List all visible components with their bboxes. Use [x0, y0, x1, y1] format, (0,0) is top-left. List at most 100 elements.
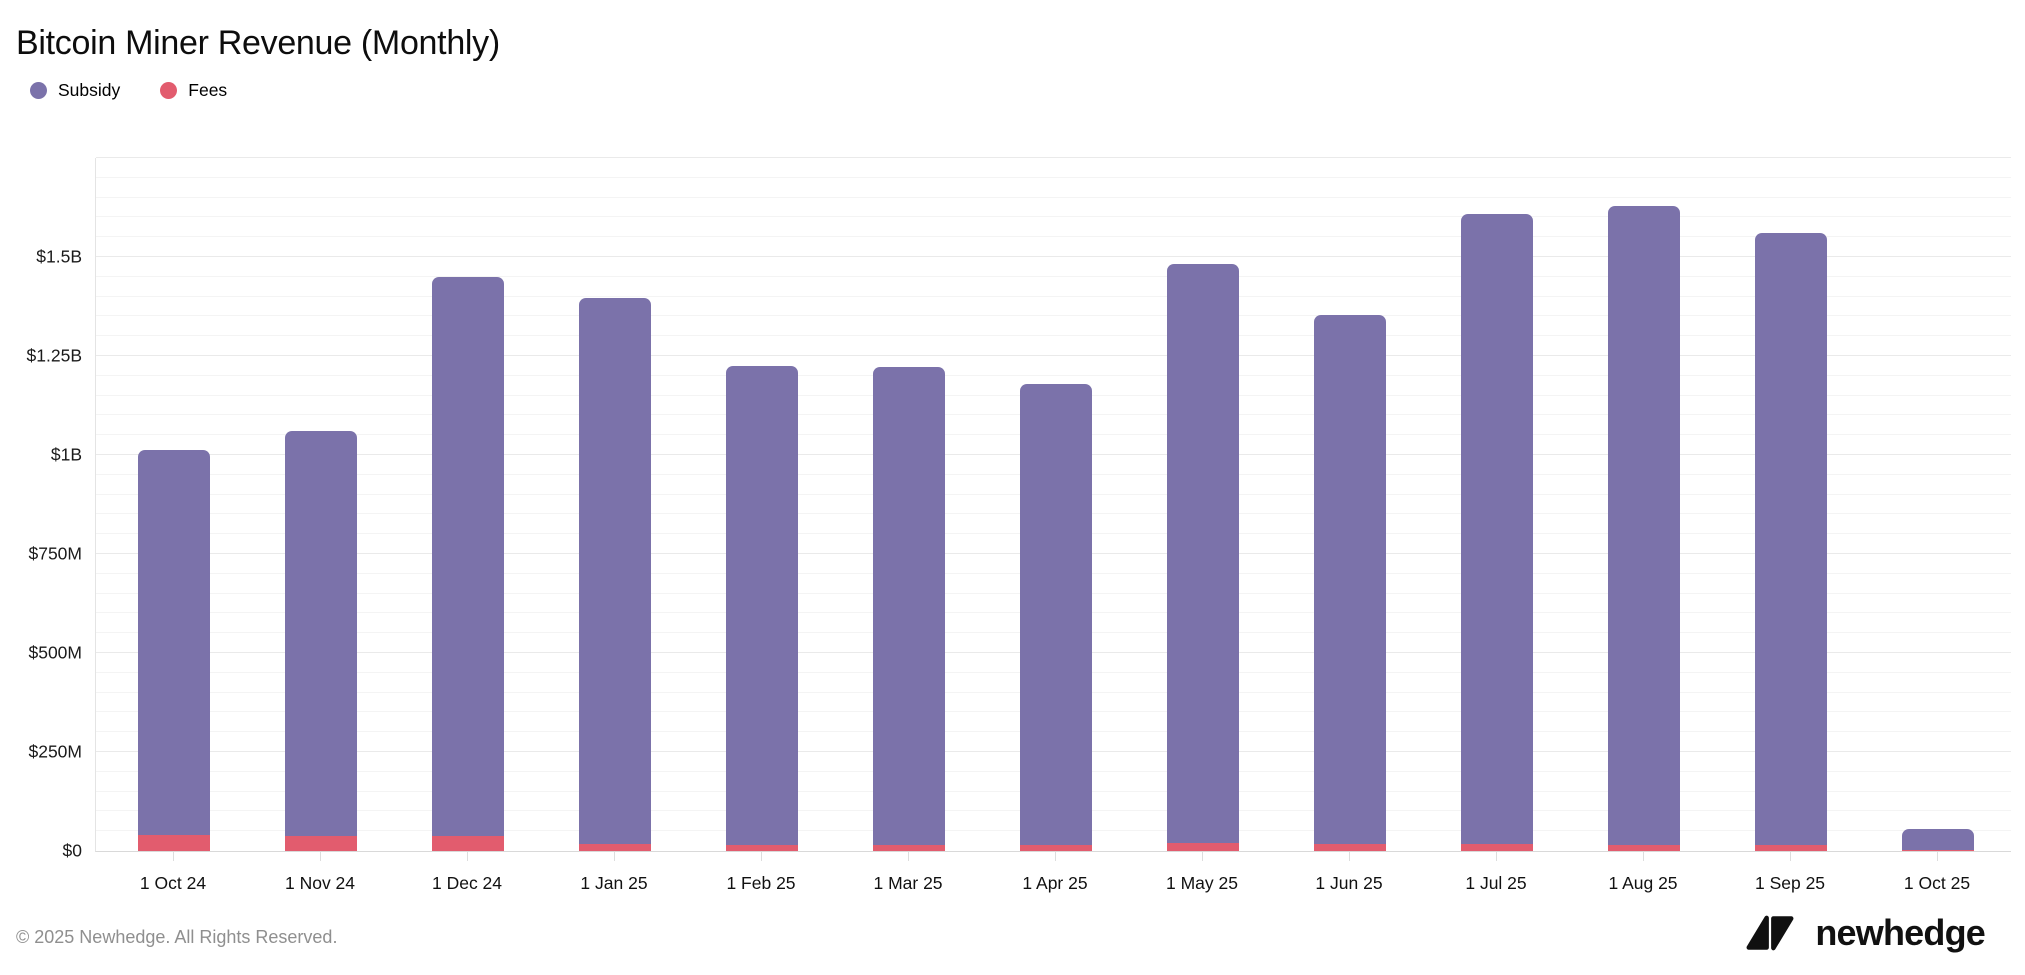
bar-1-oct-24[interactable]: [138, 450, 210, 851]
bar-1-jul-25[interactable]: [1461, 214, 1533, 851]
minor-gridline: [96, 335, 2011, 337]
x-tick-mark: [1055, 852, 1056, 861]
x-tick-label: 1 Mar 25: [873, 873, 943, 893]
bar-1-sep-25[interactable]: [1755, 232, 1827, 851]
minor-gridline: [96, 176, 2011, 178]
bar-1-nov-24[interactable]: [285, 430, 357, 851]
minor-gridline: [96, 236, 2011, 238]
subsidy-segment: [138, 450, 210, 836]
x-tick-label: 1 Nov 24: [284, 873, 356, 893]
x-axis: 1 Oct 24 1 Nov 24 1 Dec 24 1 Jan 25 1 Feb 25…: [95, 851, 2010, 911]
newhedge-logo-icon: [1746, 915, 1794, 951]
fees-segment: [1755, 845, 1827, 851]
bar-1-apr-25[interactable]: [1020, 384, 1092, 851]
x-tick-label: 1 Oct 25: [1903, 873, 1971, 893]
page-title: Bitcoin Miner Revenue (Monthly): [16, 24, 500, 62]
x-tick-mark: [1349, 852, 1350, 861]
y-tick-label: $1.25B: [26, 345, 82, 366]
y-tick-label: $750M: [28, 543, 82, 564]
chart-legend: Subsidy Fees: [30, 80, 227, 101]
bar-1-dec-24[interactable]: [432, 277, 504, 851]
legend-dot-fees: [160, 82, 178, 99]
fees-segment: [1608, 845, 1680, 851]
y-tick-label: $1B: [50, 444, 82, 465]
fees-segment: [873, 845, 945, 851]
x-tick-mark: [761, 852, 762, 861]
fees-segment: [1461, 844, 1533, 851]
subsidy-segment: [1020, 384, 1092, 846]
newhedge-logo-text: newhedge: [1815, 912, 1985, 953]
x-tick-mark: [1202, 852, 1203, 861]
x-tick-label: 1 Jul 25: [1465, 873, 1527, 893]
copyright-text: © 2025 Newhedge. All Rights Reserved.: [16, 927, 338, 947]
fees-segment: [579, 843, 651, 851]
x-tick-mark: [1937, 852, 1938, 861]
fees-segment: [726, 845, 798, 851]
major-gridline: [96, 355, 2011, 356]
subsidy-segment: [873, 367, 945, 846]
bar-1-jun-25[interactable]: [1314, 314, 1386, 851]
subsidy-segment: [1608, 205, 1680, 846]
fees-segment: [1314, 844, 1386, 851]
x-tick-label: 1 Feb 25: [726, 873, 796, 893]
fees-segment: [1020, 845, 1092, 851]
bar-1-aug-25[interactable]: [1608, 205, 1680, 851]
bar-1-may-25[interactable]: [1167, 264, 1239, 851]
plot-area: [95, 157, 2011, 852]
x-tick-label: 1 May 25: [1166, 873, 1238, 893]
subsidy-segment: [285, 430, 357, 836]
minor-gridline: [96, 315, 2011, 317]
subsidy-segment: [726, 365, 798, 846]
fees-segment: [1902, 850, 1974, 851]
bar-1-oct-25[interactable]: [1902, 828, 1974, 851]
x-tick-label: 1 Aug 25: [1608, 873, 1678, 893]
major-gridline: [96, 157, 2011, 158]
subsidy-segment: [1902, 828, 1974, 851]
minor-gridline: [96, 295, 2011, 297]
subsidy-segment: [1167, 264, 1239, 844]
newhedge-logo[interactable]: newhedge: [1739, 912, 1986, 954]
fees-segment: [138, 835, 210, 851]
y-tick-label: $0: [62, 840, 82, 861]
legend-label: Subsidy: [58, 80, 121, 100]
minor-gridline: [96, 216, 2011, 218]
x-tick-mark: [908, 852, 909, 861]
legend-label: Fees: [188, 80, 228, 100]
x-tick-label: 1 Dec 24: [431, 873, 503, 893]
bar-1-mar-25[interactable]: [873, 367, 945, 851]
legend-item-fees[interactable]: Fees: [160, 80, 227, 101]
legend-item-subsidy[interactable]: Subsidy: [30, 80, 120, 101]
x-tick-label: 1 Oct 24: [139, 873, 207, 893]
y-tick-label: $500M: [28, 642, 82, 663]
legend-dot-subsidy: [30, 82, 47, 99]
x-tick-mark: [320, 852, 321, 861]
subsidy-segment: [1314, 314, 1386, 845]
x-tick-label: 1 Jan 25: [580, 873, 648, 893]
x-tick-label: 1 Jun 25: [1315, 873, 1383, 893]
subsidy-segment: [1755, 232, 1827, 846]
fees-segment: [432, 835, 504, 851]
x-tick-mark: [1790, 852, 1791, 861]
x-tick-label: 1 Apr 25: [1022, 873, 1088, 893]
bar-1-jan-25[interactable]: [579, 298, 651, 851]
subsidy-segment: [432, 277, 504, 836]
subsidy-segment: [579, 298, 651, 844]
x-tick-mark: [614, 852, 615, 861]
x-tick-mark: [173, 852, 174, 861]
y-tick-label: $250M: [28, 741, 82, 762]
x-tick-mark: [1496, 852, 1497, 861]
x-tick-mark: [1643, 852, 1644, 861]
minor-gridline: [96, 196, 2011, 198]
major-gridline: [96, 256, 2011, 257]
y-tick-label: $1.5B: [36, 246, 82, 267]
minor-gridline: [96, 374, 2011, 376]
bar-1-feb-25[interactable]: [726, 365, 798, 851]
x-tick-label: 1 Sep 25: [1754, 873, 1826, 893]
fees-segment: [1167, 843, 1239, 851]
minor-gridline: [96, 275, 2011, 277]
x-tick-mark: [467, 852, 468, 861]
y-axis: $0 $250M $500M $750M $1B $1.25B $1.5B: [0, 158, 82, 861]
subsidy-segment: [1461, 214, 1533, 845]
fees-segment: [285, 835, 357, 851]
